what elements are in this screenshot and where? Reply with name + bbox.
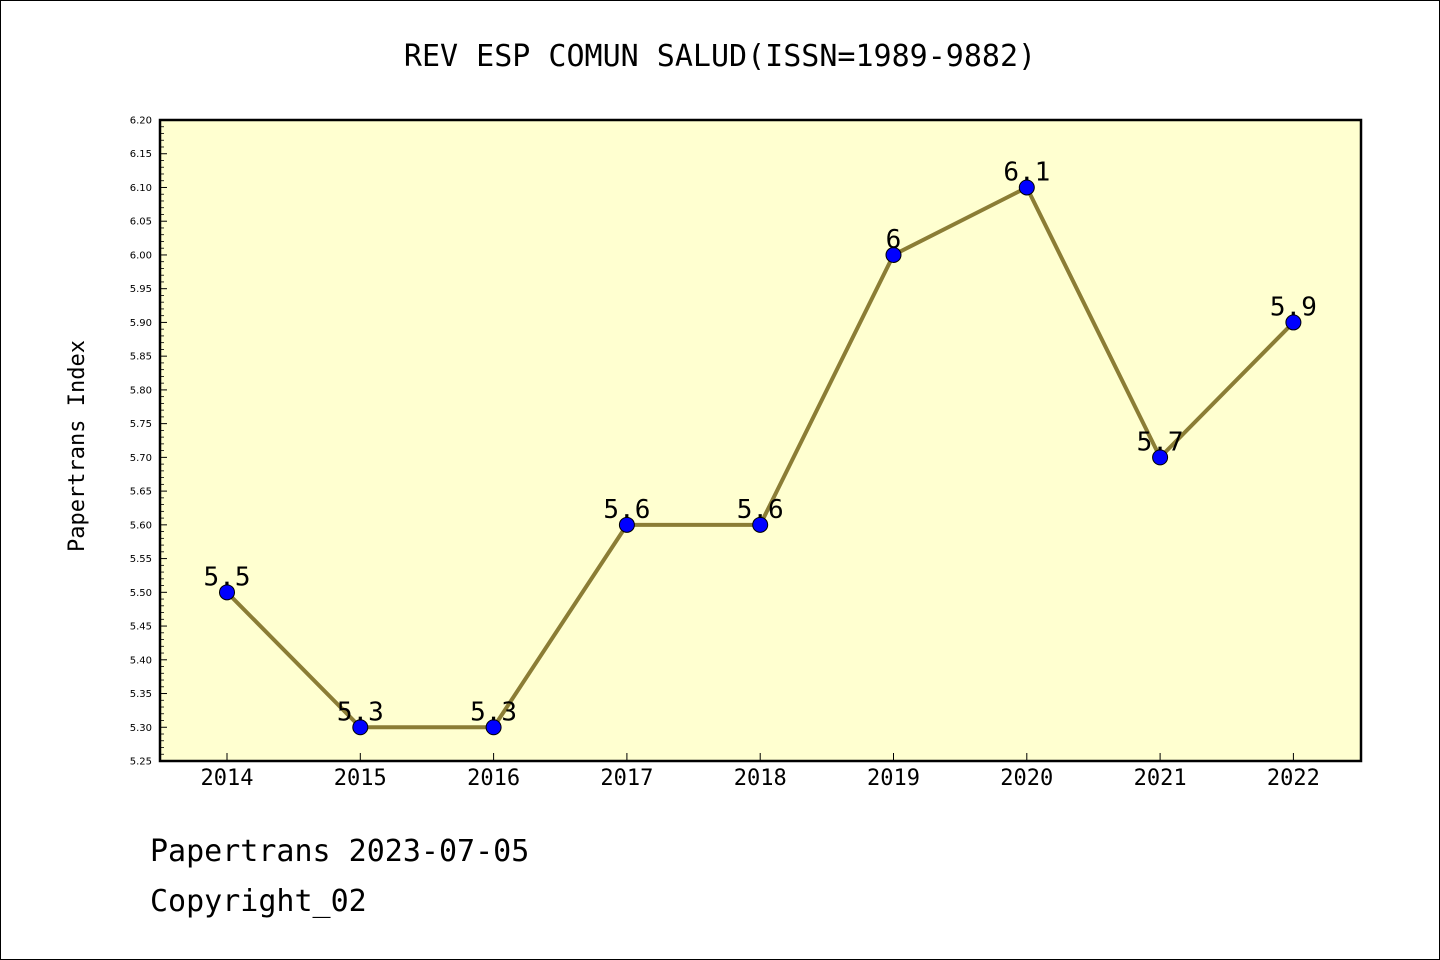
y-tick-label: 5.80 [130,385,152,396]
data-label: 5.7 [1137,427,1184,457]
x-tick-label: 2022 [1267,766,1320,791]
footer-date-line: Papertrans 2023-07-05 [150,834,530,869]
data-label: 5.3 [337,697,384,727]
y-tick-label: 5.50 [130,588,152,599]
y-axis-ticks: 5.25 5.30 5.35 5.40 5.45 5.50 5.55 5.60 5.65 5.70… [130,116,167,768]
y-tick-label: 6.00 [130,250,152,261]
chart-title: REV ESP COMUN SALUD(ISSN=1989-9882) [404,39,1036,74]
y-tick-label: 5.70 [130,453,152,464]
y-tick-label: 5.85 [130,352,152,363]
y-tick-label: 5.55 [130,554,152,565]
data-point-marker [1152,449,1169,466]
y-tick-label: 6.20 [130,116,152,127]
y-tick-label: 5.95 [130,284,152,295]
y-tick-label: 5.45 [130,622,152,633]
y-tick-label: 5.35 [130,689,152,700]
y-tick-label: 6.15 [130,149,152,160]
markers-group [219,179,1302,736]
data-point-marker [618,516,635,533]
data-point-marker [1285,314,1302,331]
plot-area [160,120,1361,761]
x-tick-label: 2018 [734,766,787,791]
y-axis-label: Papertrans Index [65,340,90,552]
x-axis-ticks: 2014 2015 2016 2017 2018 2019 2020 2021 2022 [201,753,1320,791]
data-label: 6.1 [1003,157,1050,187]
data-label: 5.6 [737,495,784,525]
data-label: 6 [886,225,902,255]
y-tick-label: 5.25 [130,757,152,768]
x-tick-label: 2021 [1134,766,1187,791]
y-tick-label: 5.30 [130,723,152,734]
footer-copyright: Copyright_02 [150,884,367,919]
x-tick-label: 2014 [201,766,254,791]
x-tick-label: 2016 [467,766,520,791]
data-label: 5.5 [204,562,251,592]
data-label: 5.6 [603,495,650,525]
x-tick-label: 2019 [867,766,920,791]
y-tick-label: 5.40 [130,655,152,666]
x-tick-label: 2020 [1000,766,1053,791]
x-tick-label: 2015 [334,766,387,791]
y-tick-label: 5.60 [130,520,152,531]
y-tick-label: 5.75 [130,419,152,430]
y-tick-label: 5.90 [130,318,152,329]
plot-border [158,118,1363,763]
data-point-marker [352,719,369,736]
y-tick-label: 6.05 [130,217,152,228]
data-label: 5.3 [470,697,517,727]
y-tick-label: 5.65 [130,487,152,498]
data-point-marker [485,719,502,736]
y-tick-label: 6.10 [130,183,152,194]
data-point-marker [885,246,902,263]
data-point-marker [752,516,769,533]
data-point-marker [219,584,235,601]
data-point-marker [1018,179,1035,196]
data-label: 5.9 [1270,292,1317,322]
data-labels-group: 5.5 5.3 5.3 5.6 5.6 6 6.1 5.7 5.9 [204,157,1317,727]
x-tick-label: 2017 [600,766,653,791]
